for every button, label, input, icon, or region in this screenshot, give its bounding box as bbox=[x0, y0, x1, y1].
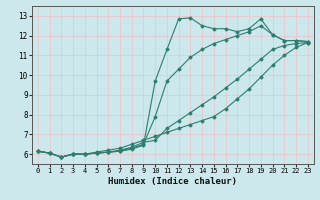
X-axis label: Humidex (Indice chaleur): Humidex (Indice chaleur) bbox=[108, 177, 237, 186]
